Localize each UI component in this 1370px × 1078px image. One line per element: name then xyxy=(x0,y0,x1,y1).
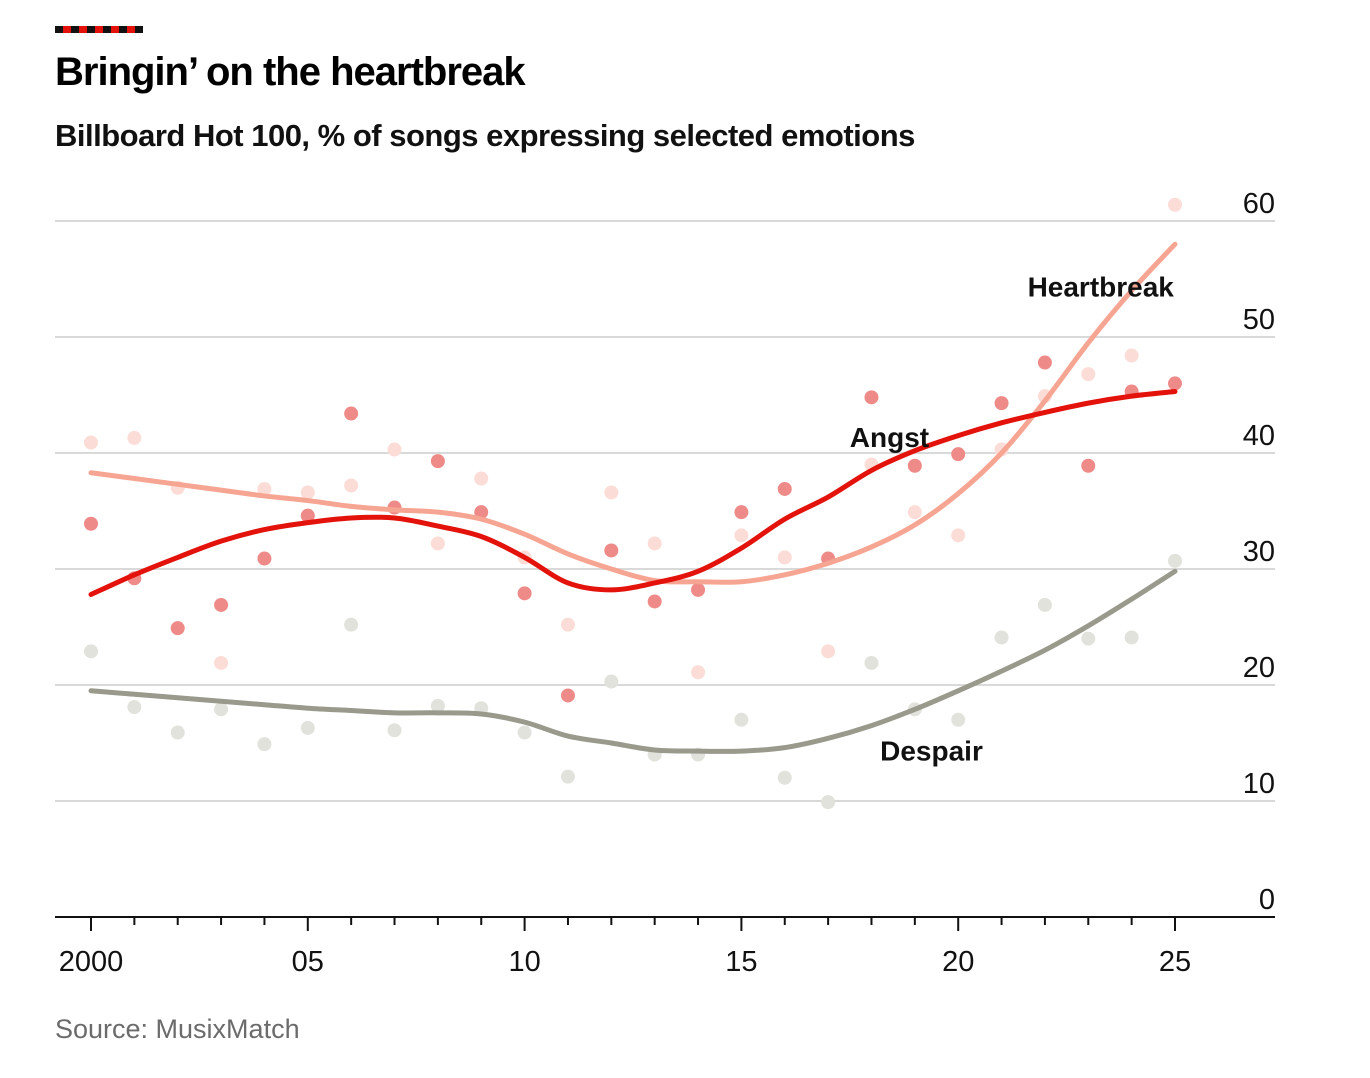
data-point-despair xyxy=(1037,597,1052,612)
data-point-heartbreak xyxy=(1081,367,1096,382)
y-tick-label: 30 xyxy=(1243,536,1275,568)
trend-line-angst xyxy=(88,389,1178,598)
data-point-heartbreak xyxy=(430,536,445,551)
chart-subtitle: Billboard Hot 100, % of songs expressing… xyxy=(55,118,915,153)
data-point-despair xyxy=(734,712,749,727)
data-point-angst xyxy=(344,406,359,421)
data-point-despair xyxy=(127,700,142,715)
brand-flag xyxy=(55,26,143,33)
data-point-heartbreak xyxy=(560,617,575,632)
data-point-despair xyxy=(170,725,185,740)
data-point-despair xyxy=(300,720,315,735)
data-point-heartbreak xyxy=(604,485,619,500)
x-tick-label: 10 xyxy=(508,946,540,978)
data-point-heartbreak xyxy=(951,528,966,543)
data-point-angst xyxy=(777,481,792,496)
data-point-angst xyxy=(994,396,1009,411)
data-point-heartbreak xyxy=(1168,197,1182,212)
data-point-despair xyxy=(777,770,792,785)
data-point-angst xyxy=(170,621,185,636)
data-point-heartbreak xyxy=(691,665,706,680)
data-point-despair xyxy=(84,644,98,659)
series-label-despair: Despair xyxy=(880,735,983,766)
trend-line-despair xyxy=(88,568,1178,754)
data-point-angst xyxy=(604,543,619,558)
data-point-heartbreak xyxy=(1124,348,1139,363)
data-point-angst xyxy=(734,505,749,520)
data-point-heartbreak xyxy=(257,481,272,496)
y-tick-label: 0 xyxy=(1259,884,1275,916)
data-point-despair xyxy=(1081,631,1096,646)
data-point-despair xyxy=(994,630,1009,645)
data-point-angst xyxy=(517,586,532,601)
data-point-angst xyxy=(257,551,272,566)
data-point-heartbreak xyxy=(127,430,142,445)
data-point-angst xyxy=(300,508,315,523)
data-point-angst xyxy=(560,688,575,703)
data-point-heartbreak xyxy=(734,528,749,543)
data-point-heartbreak xyxy=(821,644,836,659)
data-point-despair xyxy=(864,655,879,670)
series-label-heartbreak: Heartbreak xyxy=(1028,271,1175,302)
data-point-heartbreak xyxy=(907,505,922,520)
data-point-angst xyxy=(1081,458,1096,473)
data-point-despair xyxy=(560,769,575,784)
data-point-heartbreak xyxy=(474,471,489,486)
data-point-angst xyxy=(907,458,922,473)
data-point-heartbreak xyxy=(387,442,402,457)
x-tick-label: 2000 xyxy=(59,946,124,978)
data-point-heartbreak xyxy=(777,550,792,565)
data-point-angst xyxy=(1168,376,1182,391)
series-label-angst: Angst xyxy=(850,422,929,453)
x-tick-label: 05 xyxy=(292,946,324,978)
data-point-angst xyxy=(647,594,662,609)
data-point-despair xyxy=(430,698,445,713)
data-point-despair xyxy=(821,795,836,810)
y-tick-label: 40 xyxy=(1243,420,1275,452)
trend-line-heartbreak xyxy=(88,241,1178,585)
data-point-despair xyxy=(1124,630,1139,645)
data-point-despair xyxy=(1168,553,1182,568)
data-point-angst xyxy=(84,516,98,531)
data-point-angst xyxy=(474,505,489,520)
data-point-despair xyxy=(214,702,229,717)
data-point-heartbreak xyxy=(647,536,662,551)
data-point-angst xyxy=(1037,355,1052,370)
y-tick-label: 60 xyxy=(1243,188,1275,220)
data-point-despair xyxy=(257,737,272,752)
x-tick-label: 25 xyxy=(1159,946,1191,978)
source-note: Source: MusixMatch xyxy=(55,1014,300,1044)
data-point-angst xyxy=(430,454,445,469)
data-point-heartbreak xyxy=(214,655,229,670)
y-tick-label: 20 xyxy=(1243,652,1275,684)
x-tick-label: 15 xyxy=(725,946,757,978)
data-point-despair xyxy=(387,723,402,738)
data-point-despair xyxy=(517,725,532,740)
data-point-heartbreak xyxy=(344,478,359,493)
data-point-angst xyxy=(864,390,879,405)
y-tick-label: 50 xyxy=(1243,304,1275,336)
chart-title: Bringin’ on the heartbreak xyxy=(55,50,526,94)
data-point-angst xyxy=(951,447,966,462)
data-point-heartbreak xyxy=(300,485,315,500)
data-point-despair xyxy=(344,617,359,632)
y-tick-label: 10 xyxy=(1243,768,1275,800)
x-tick-label: 20 xyxy=(942,946,974,978)
data-point-heartbreak xyxy=(84,435,98,450)
data-point-angst xyxy=(214,597,229,612)
data-point-despair xyxy=(951,712,966,727)
data-point-angst xyxy=(691,582,706,597)
data-point-despair xyxy=(604,674,619,689)
